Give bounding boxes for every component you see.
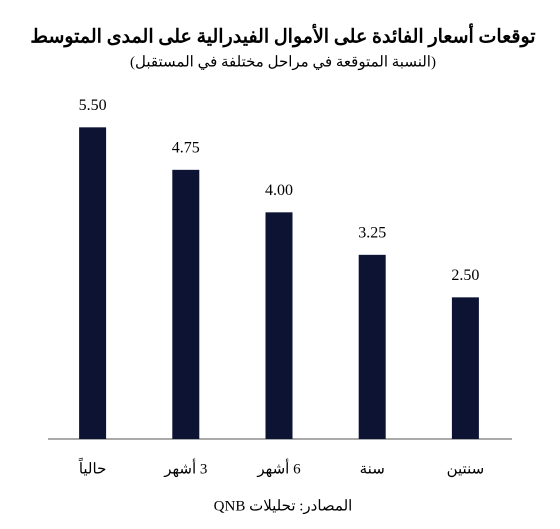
bar [451, 297, 479, 439]
chart-title: توقعات أسعار الفائدة على الأموال الفيدرا… [30, 22, 535, 47]
bar [358, 254, 386, 439]
value-label: 4.75 [172, 140, 200, 157]
bar [265, 212, 293, 439]
x-tick-label: 3 أشهر [163, 458, 207, 477]
value-label: 4.00 [265, 182, 293, 199]
x-tick-label: حالياً [78, 457, 106, 477]
bar [172, 169, 200, 440]
value-label: 5.50 [79, 97, 107, 114]
x-tick-label: 6 أشهر [256, 458, 301, 477]
chart-subtitle: (النسبة المتوقعة في مراحل مختلفة في المس… [130, 54, 436, 70]
source-note: المصادر: تحليلات QNB [214, 498, 353, 514]
bar [79, 127, 107, 439]
value-label: 2.50 [451, 267, 479, 284]
value-label: 3.25 [358, 225, 386, 242]
x-tick-label: سنتين [447, 461, 485, 477]
x-tick-label: سنة [360, 461, 385, 477]
